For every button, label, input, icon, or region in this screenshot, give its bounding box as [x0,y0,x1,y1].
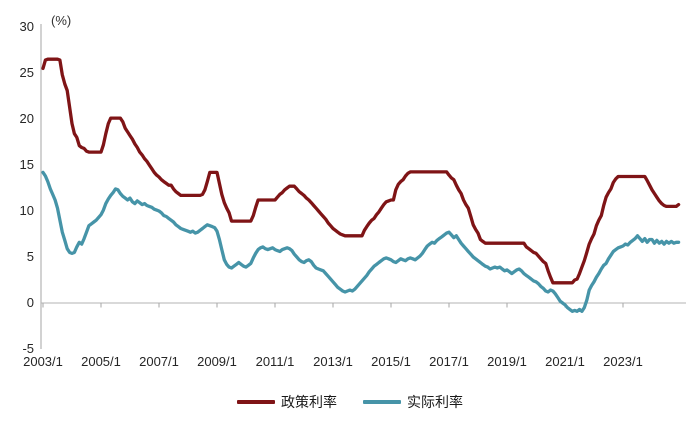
legend-item-policy-rate: 政策利率 [237,392,337,412]
y-axis-unit-label: (%) [51,13,72,28]
y-axis-tick-label: 10 [19,203,34,218]
policy-rate-line [41,57,681,285]
y-axis-tick-label: 15 [19,157,34,172]
x-axis-tick-label: 2017/1 [429,354,469,369]
y-axis-tick-label: 25 [19,65,34,80]
legend-line-swatch [363,400,401,404]
x-axis-tick-label: 2005/1 [81,354,121,369]
x-axis-tick-label: 2013/1 [313,354,353,369]
y-axis-tick-label: 0 [26,295,34,310]
x-axis-tick-label: 2007/1 [139,354,179,369]
x-axis-tick-label: 2023/1 [603,354,643,369]
x-axis-tick-label: 2009/1 [197,354,237,369]
y-axis-tick-label: -5 [22,341,34,356]
chart-legend: 政策利率 实际利率 [0,392,700,412]
x-axis-tick-label: 2019/1 [487,354,527,369]
y-axis-tick-label: 30 [19,19,34,34]
y-axis-tick-label: 20 [19,111,34,126]
x-axis-tick-label: 2011/1 [255,354,295,369]
real-rate-line [41,170,681,313]
legend-line-swatch [237,400,275,404]
y-axis-tick-label: 5 [26,249,34,264]
legend-item-real-rate: 实际利率 [363,392,463,412]
x-axis-ticks [42,303,624,308]
legend-label: 政策利率 [281,394,337,410]
legend-label: 实际利率 [407,394,463,410]
x-axis-tick-label: 2003/1 [23,354,63,369]
x-axis-tick-label: 2021/1 [545,354,585,369]
x-axis-tick-label: 2015/1 [371,354,411,369]
